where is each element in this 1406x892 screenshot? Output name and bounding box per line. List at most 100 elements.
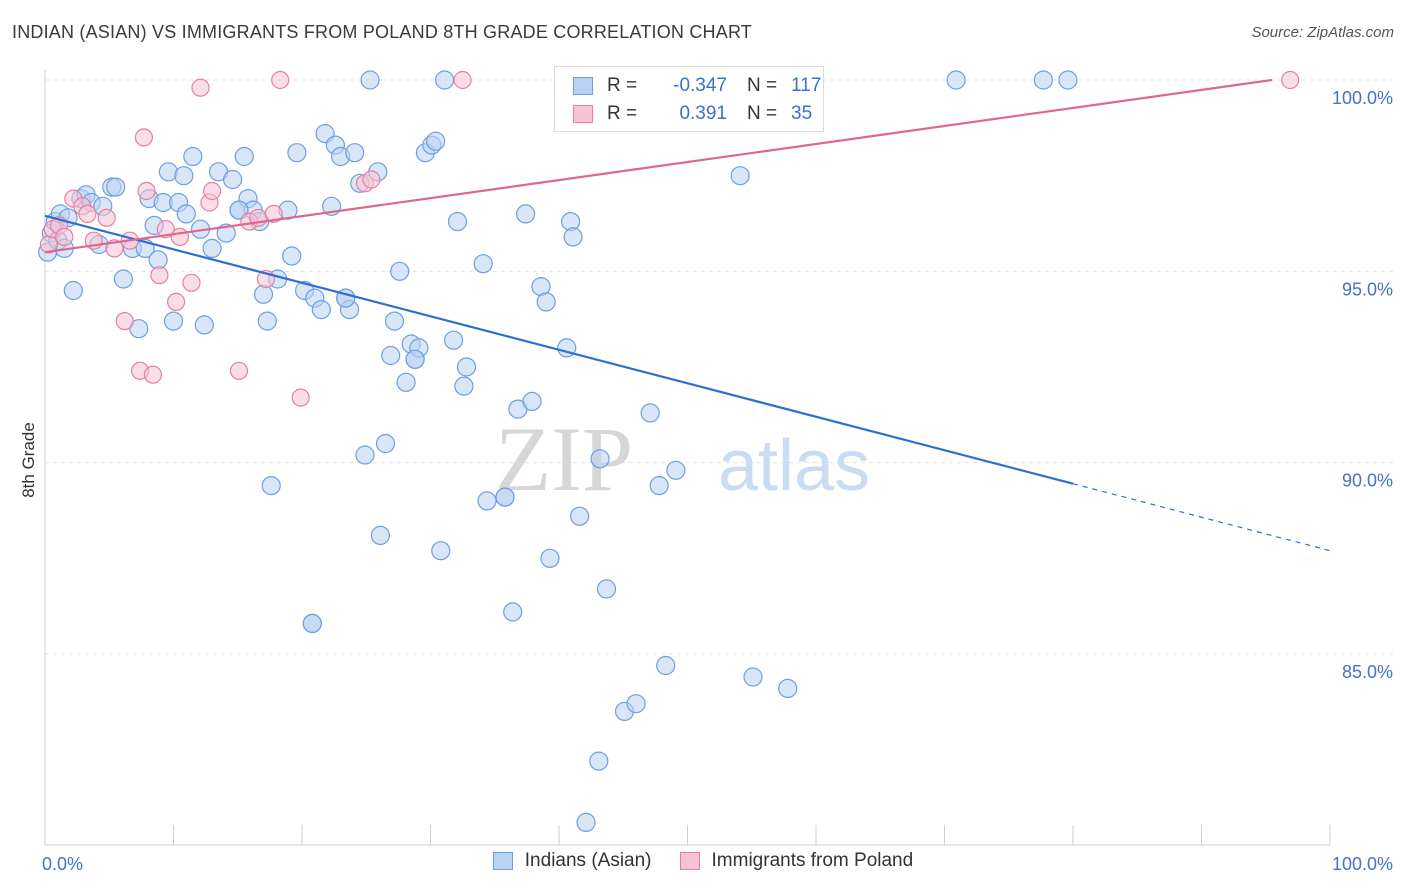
data-point [203,181,222,201]
data-point [576,812,596,833]
y-tick-label: 90.0% [1342,471,1393,491]
data-point [569,506,590,526]
bottom-legend-swatch-blue [492,852,513,870]
legend-n-label: N = [747,103,778,124]
data-point [536,292,556,312]
data-point [229,361,249,380]
data-point [946,70,966,90]
data-point [264,204,283,223]
bottom-legend-item-poland: Immigrants from Poland [679,850,914,872]
bottom-legend-swatch-pink [679,852,700,870]
trendline-indians-extension [1072,483,1331,552]
legend-n-value: 117 [791,75,822,96]
data-point [362,170,381,189]
data-point [183,146,203,167]
data-point [345,143,365,163]
y-tick-label: 85.0% [1342,662,1393,682]
data-point [360,70,380,90]
data-point [1281,70,1300,90]
data-point [1033,70,1054,90]
data-point [282,246,302,266]
data-point [640,403,660,423]
data-point [156,220,175,239]
chart-title: INDIAN (ASIAN) VS IMMIGRANTS FROM POLAND… [12,22,753,42]
data-point [163,311,184,331]
data-point [426,131,446,151]
data-point [194,315,214,335]
data-point [302,613,322,634]
data-point [311,300,331,320]
data-point [55,227,74,246]
data-point [106,177,126,197]
data-point [137,181,156,201]
data-point [129,319,149,339]
data-point [182,273,201,292]
data-point [202,238,222,258]
data-point [626,694,646,714]
bottom-legend: Indians (Asian) Immigrants from Poland [0,850,1406,872]
legend-row-indians: R = -0.347 N = 117 [573,73,821,99]
data-point [743,667,763,687]
data-point [97,208,116,227]
data-point [454,376,474,396]
data-point [370,525,390,546]
legend-r-label: R = [607,75,638,96]
watermark-zip: ZIP [495,408,633,510]
data-point [596,579,617,599]
data-point [503,602,523,622]
data-point [453,70,472,90]
watermark-atlas: atlas [718,426,870,506]
tick-labels: 85.0% 90.0% 95.0% 100.0% 0.0% 100.0% [42,88,1393,874]
data-point [444,330,464,350]
data-point [167,292,186,311]
data-point [216,223,236,243]
data-point [435,70,455,90]
data-point [191,78,210,97]
data-point [456,357,477,377]
data-point [495,487,515,507]
data-point [355,445,375,465]
series-immigrants-poland [39,70,1300,407]
data-point [589,751,609,771]
y-tick-label: 100.0% [1332,88,1393,108]
legend-r-value: 0.391 [679,103,727,124]
data-point [390,261,410,281]
bottom-legend-item-indians: Indians (Asian) [492,850,652,872]
data-point [63,280,83,301]
data-point [730,166,750,186]
data-point [522,391,542,411]
gridlines [45,79,1395,655]
data-point [115,312,134,331]
data-point [473,254,493,274]
data-point [656,655,676,676]
bottom-legend-label: Immigrants from Poland [711,850,914,871]
bottom-legend-label: Indians (Asian) [524,850,652,871]
legend-swatch-pink [573,105,593,123]
data-point [515,204,536,224]
data-point [176,204,196,224]
data-point [431,541,451,561]
data-point [590,449,610,469]
data-point [271,70,290,90]
data-point [223,169,243,190]
y-tick-label: 95.0% [1342,279,1393,299]
legend-r-value: -0.347 [673,75,727,96]
data-point [257,311,277,331]
data-point [778,678,798,699]
data-point [261,476,281,496]
data-point [150,266,169,285]
data-point [1058,70,1078,90]
trendline-poland [44,78,1273,254]
legend-swatch-blue [573,77,593,95]
data-point [375,433,396,454]
data-point [396,372,416,392]
data-point [666,460,686,480]
data-point [405,349,425,369]
data-point [143,365,162,384]
y-axis-title: 8th Grade [19,422,38,498]
x-tick-label: 0.0% [42,854,83,874]
trendline-indians [44,214,1074,485]
data-point [287,143,307,163]
data-point [170,227,189,246]
